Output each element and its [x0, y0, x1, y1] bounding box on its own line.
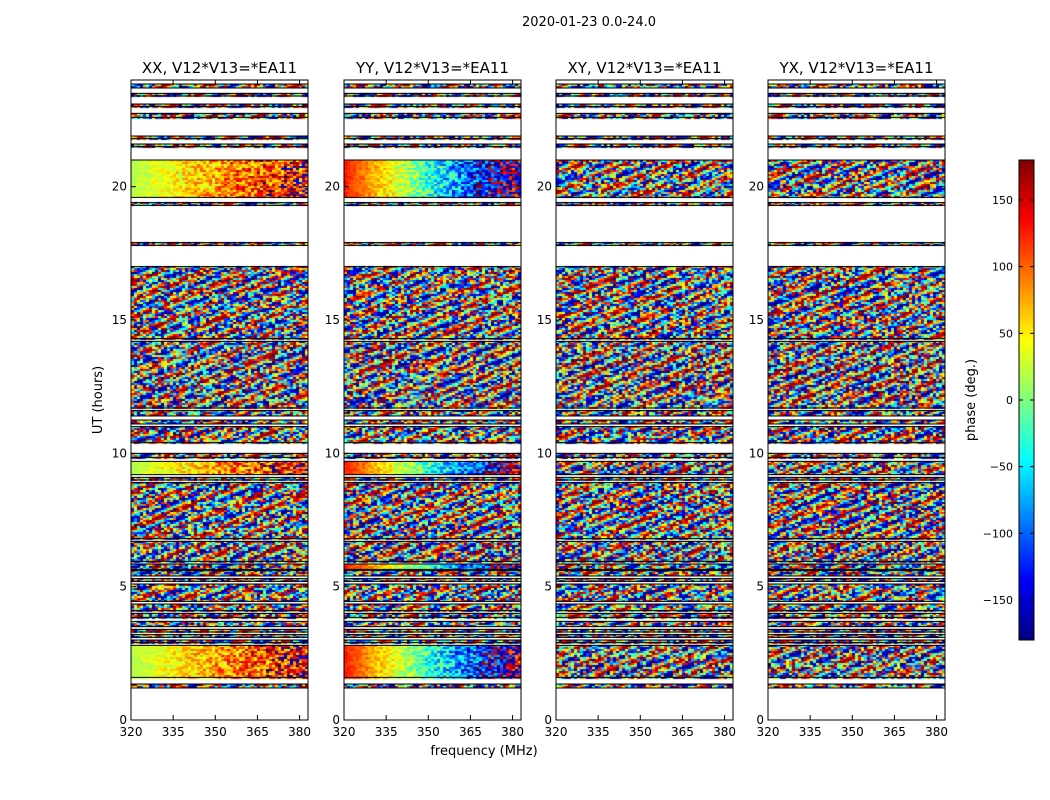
x-tick-label: 335 [162, 725, 185, 739]
colorbar-gradient [1019, 160, 1034, 640]
panel-title: XX, V12*V13=*EA11 [142, 59, 297, 77]
y-tick-label: 5 [119, 580, 127, 594]
y-tick-label: 0 [119, 713, 127, 727]
x-tick-label: 335 [799, 725, 822, 739]
y-tick-label: 5 [756, 580, 764, 594]
panel-frame [555, 79, 734, 721]
x-tick-label: 320 [333, 725, 356, 739]
y-tick-label: 20 [537, 180, 552, 194]
y-tick-label: 10 [537, 446, 552, 460]
colorbar-tick-label: 50 [999, 327, 1013, 340]
panel-frame [343, 79, 522, 721]
x-tick-label: 350 [204, 725, 227, 739]
x-tick-label: 380 [925, 725, 948, 739]
x-tick-label: 380 [288, 725, 311, 739]
panel-yy: YY, V12*V13=*EA11 320 335 350 365 380 0 5 10 15 20 [325, 59, 524, 739]
x-tick-label: 320 [757, 725, 780, 739]
x-tick-label: 365 [459, 725, 482, 739]
panel-yx: YX, V12*V13=*EA11 320 335 350 365 380 0 5 10 15 20 [749, 59, 948, 739]
x-axis-label: frequency (MHz) [430, 744, 537, 759]
panel-xy: XY, V12*V13=*EA11 320 335 350 365 380 0 5 10 15 20 [537, 59, 736, 739]
x-tick-label: 365 [246, 725, 269, 739]
y-tick-label: 10 [749, 446, 764, 460]
figure-suptitle: 2020-01-23 0.0-24.0 [522, 15, 656, 30]
y-tick-label: 10 [112, 446, 127, 460]
x-tick-label: 335 [375, 725, 398, 739]
colorbar-tick-label: 0 [1006, 394, 1013, 407]
y-tick-label: 20 [112, 180, 127, 194]
y-tick-label: 15 [749, 313, 764, 327]
phase-heatmap-yy [344, 80, 521, 720]
colorbar-tick-label: −100 [983, 527, 1013, 540]
panel-title: XY, V12*V13=*EA11 [567, 59, 721, 77]
panels-group: XX, V12*V13=*EA11 320 335 350 365 380 0 5 10 15 20… [112, 59, 948, 739]
y-tick-label: 20 [749, 180, 764, 194]
panel-title: YX, V12*V13=*EA11 [778, 59, 933, 77]
panel-xx: XX, V12*V13=*EA11 320 335 350 365 380 0 5 10 15 20 [112, 59, 311, 739]
y-tick-label: 15 [325, 313, 340, 327]
y-tick-label: 5 [544, 580, 552, 594]
y-tick-label: 10 [325, 446, 340, 460]
x-tick-label: 365 [883, 725, 906, 739]
y-tick-label: 20 [325, 180, 340, 194]
x-tick-label: 320 [545, 725, 568, 739]
panel-frame [130, 79, 309, 721]
phase-heatmap-yx [768, 80, 945, 720]
x-tick-label: 365 [671, 725, 694, 739]
phase-heatmap-xy [556, 80, 733, 720]
colorbar-tick-label: −50 [990, 461, 1013, 474]
x-tick-label: 380 [501, 725, 524, 739]
y-tick-label: 5 [332, 580, 340, 594]
x-tick-label: 350 [841, 725, 864, 739]
panel-title: YY, V12*V13=*EA11 [355, 59, 509, 77]
y-tick-label: 15 [112, 313, 127, 327]
colorbar-tick-label: 100 [992, 261, 1013, 274]
phase-heatmap-xx [131, 80, 308, 720]
y-tick-label: 0 [544, 713, 552, 727]
colorbar: 150 100 50 0 −50 −100 −150 [983, 159, 1035, 641]
y-tick-label: 0 [332, 713, 340, 727]
y-axis-label: UT (hours) [91, 366, 106, 434]
panel-frame [767, 79, 946, 721]
x-tick-label: 335 [587, 725, 610, 739]
x-tick-label: 350 [417, 725, 440, 739]
colorbar-label: phase (deg.) [964, 359, 979, 441]
x-tick-label: 320 [120, 725, 143, 739]
y-tick-label: 0 [756, 713, 764, 727]
colorbar-tick-label: 150 [992, 194, 1013, 207]
x-tick-label: 380 [713, 725, 736, 739]
y-tick-label: 15 [537, 313, 552, 327]
colorbar-tick-label: −150 [983, 594, 1013, 607]
x-tick-label: 350 [629, 725, 652, 739]
